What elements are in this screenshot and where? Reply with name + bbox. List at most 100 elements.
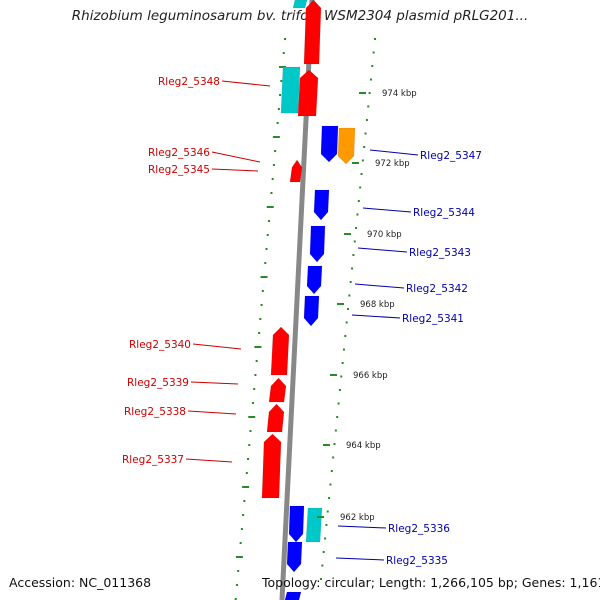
- inner-ring-dot: [332, 456, 335, 459]
- outer-ring-dot: [254, 346, 262, 348]
- outer-ring-dot: [266, 234, 269, 236]
- inner-ring-dot: [349, 281, 352, 283]
- inner-ring-dot: [326, 510, 329, 513]
- outer-ring-dot: [249, 430, 252, 432]
- outer-ring-dot: [284, 38, 286, 40]
- kbp-tick-label: 970 kbp: [367, 230, 402, 240]
- left-label-line: [211, 168, 259, 172]
- right-label-line: [362, 207, 412, 213]
- outer-ring-dot: [264, 262, 267, 264]
- inner-ring-dot: [342, 348, 345, 351]
- outer-ring-dot: [251, 402, 254, 404]
- outer-ring-dot: [272, 164, 275, 166]
- right-label-line: [357, 247, 408, 253]
- inner-ring-dot: [353, 240, 356, 243]
- gene-label-right: Rleg2_5344: [413, 207, 475, 219]
- outer-ring-dot: [240, 528, 243, 530]
- inner-ring-dot: [324, 537, 327, 540]
- right-label-line: [351, 314, 401, 319]
- outer-ring-dot: [245, 472, 248, 474]
- gene-features: [261, 0, 356, 600]
- gene-feature: [306, 265, 323, 295]
- kbp-tick-label: 964 kbp: [346, 441, 381, 451]
- outer-ring-dot: [235, 556, 243, 558]
- gene-feature: [266, 403, 285, 433]
- right-label-line: [337, 525, 387, 529]
- inner-ring-dot: [330, 470, 333, 472]
- inner-ring-dot: [328, 497, 331, 499]
- gene-feature: [313, 189, 330, 221]
- gene-feature: [337, 127, 356, 165]
- left-label-line: [192, 343, 242, 350]
- left-label-line: [185, 458, 233, 463]
- gene-label-right: Rleg2_5335: [386, 555, 448, 567]
- outer-ring-dot: [267, 220, 270, 222]
- outer-ring-dot: [260, 276, 268, 278]
- outer-ring-dot: [237, 570, 240, 572]
- inner-ring-dot: [355, 227, 358, 229]
- outer-ring-dot: [279, 94, 282, 96]
- kbp-tick-label: 962 kbp: [340, 513, 375, 523]
- left-label-line: [187, 410, 237, 415]
- outer-ring-dot: [253, 388, 256, 390]
- gene-feature: [270, 326, 290, 376]
- inner-ring-dot: [367, 105, 370, 108]
- outer-ring-dot: [243, 500, 246, 502]
- inner-ring-dot: [321, 564, 324, 567]
- outer-ring-dot: [280, 80, 283, 82]
- outer-ring-dot: [242, 514, 245, 516]
- kbp-ticks: 974 kbp 972 kbp 970 kbp 968 kbp 966 kbp 964 k…: [317, 89, 417, 523]
- outer-ring-dot: [279, 66, 287, 68]
- kbp-tick-label: 968 kbp: [360, 300, 395, 310]
- outer-ring-dot: [271, 178, 274, 180]
- outer-ring-dot: [282, 52, 285, 54]
- inner-ring-dot: [372, 51, 375, 54]
- inner-ring-dot: [337, 402, 340, 405]
- gene-feature: [303, 295, 320, 327]
- inner-ring-dot: [365, 119, 368, 121]
- outer-ring-dot: [258, 332, 261, 334]
- outer-ring-dot: [239, 542, 242, 544]
- outer-ring-dot: [261, 290, 264, 292]
- inner-ring-dot: [361, 159, 364, 162]
- left-label-line: [211, 151, 261, 163]
- inner-ring-dot: [333, 443, 336, 445]
- gene-label-left: Rleg2_5338: [124, 406, 186, 418]
- inner-ring-dot: [359, 186, 362, 189]
- inner-ring-dot: [347, 308, 349, 310]
- inner-ring-dot: [371, 65, 374, 67]
- gene-label-right: Rleg2_5347: [420, 150, 482, 162]
- outer-ring-dot: [247, 458, 250, 460]
- inner-ring-dot: [344, 335, 347, 337]
- inner-ring-dot: [338, 389, 341, 391]
- gene-label-left: Rleg2_5346: [148, 147, 210, 159]
- outer-ring-dot: [277, 108, 280, 110]
- gene-feature: [280, 66, 301, 114]
- gene-label-right: Rleg2_5341: [402, 313, 464, 325]
- gene-label-right: Rleg2_5342: [406, 283, 468, 295]
- inner-ring-dot: [352, 254, 355, 256]
- left-label-line: [190, 381, 239, 385]
- accession-text: Accession: NC_011368: [9, 575, 152, 590]
- kbp-tick-label: 974 kbp: [382, 89, 417, 99]
- inner-ring-dot: [329, 483, 332, 486]
- inner-ring-dot: [325, 524, 328, 526]
- inner-ring-dot: [356, 213, 359, 216]
- kbp-tick-mark: [330, 374, 337, 376]
- outer-ring-dot: [248, 416, 256, 418]
- gene-feature: [261, 433, 282, 499]
- outer-ring-dot: [276, 122, 279, 124]
- inner-ring-dot: [334, 429, 337, 432]
- gene-feature: [288, 505, 305, 543]
- gene-label-left: Rleg2_5337: [122, 454, 184, 466]
- gene-feature: [268, 377, 287, 403]
- inner-dotted-ring: [320, 38, 376, 580]
- inner-ring-dot: [360, 173, 363, 175]
- inner-ring-dot: [336, 416, 339, 418]
- kbp-tick-mark: [359, 92, 366, 94]
- kbp-tick-mark: [317, 516, 324, 518]
- kbp-tick-label: 966 kbp: [353, 371, 388, 381]
- gene-feature: [303, 0, 322, 65]
- outer-ring-dot: [265, 248, 268, 250]
